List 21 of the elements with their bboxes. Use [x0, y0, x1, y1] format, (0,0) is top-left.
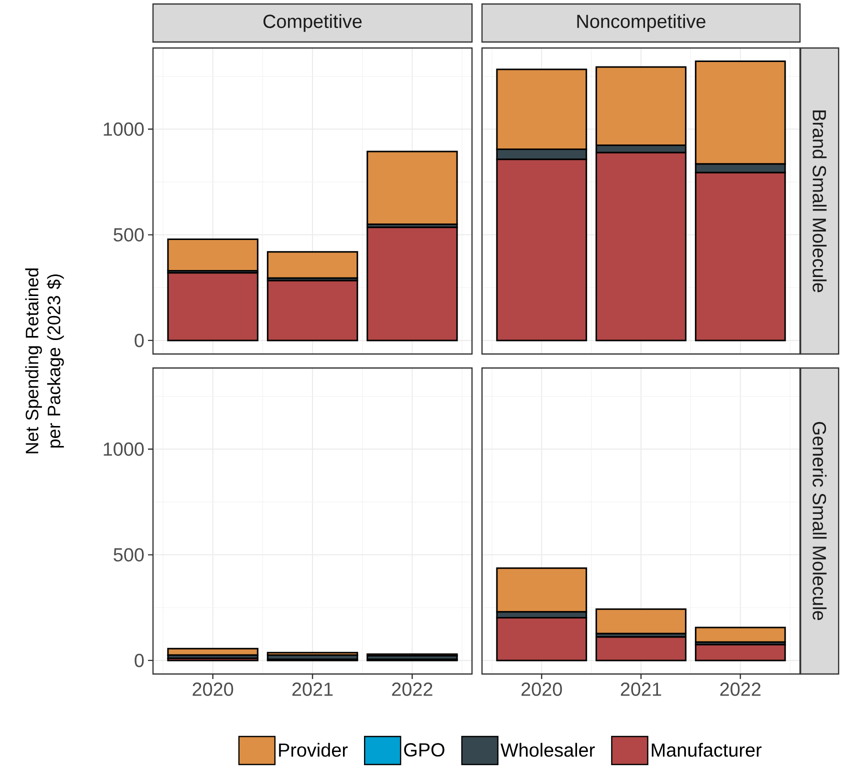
y2-axis-title: Brand Small Molecule [812, 110, 827, 292]
y2-axis-title: Generic Small Molecule [812, 422, 827, 620]
chart-title: Noncompetitive [577, 14, 706, 32]
y-tick-label: 0 [134, 654, 144, 668]
x-tick-label: 2020 [192, 682, 234, 696]
chart-title: Competitive [263, 14, 362, 32]
y-tick-label: 1000 [104, 122, 144, 136]
x-tick-label: 2022 [392, 682, 432, 696]
legend-label: Provider [279, 742, 348, 757]
y-tick-label: 500 [114, 228, 144, 242]
x-tick-label: 2021 [620, 682, 662, 696]
x-tick-label: 2020 [522, 682, 562, 696]
legend-label: Manufacturer [652, 742, 762, 757]
x-tick-label: 2022 [720, 682, 760, 696]
legend-label: Wholesaler [500, 742, 595, 757]
x-tick-label: 2021 [292, 682, 333, 696]
y-tick-label: 0 [134, 334, 144, 348]
y-axis-title: Net Spending Retained per Package (2023 $) [25, 268, 64, 454]
y-tick-label: 500 [114, 548, 144, 562]
legend-label: GPO [404, 743, 444, 757]
y-tick-label: 1000 [104, 442, 144, 456]
